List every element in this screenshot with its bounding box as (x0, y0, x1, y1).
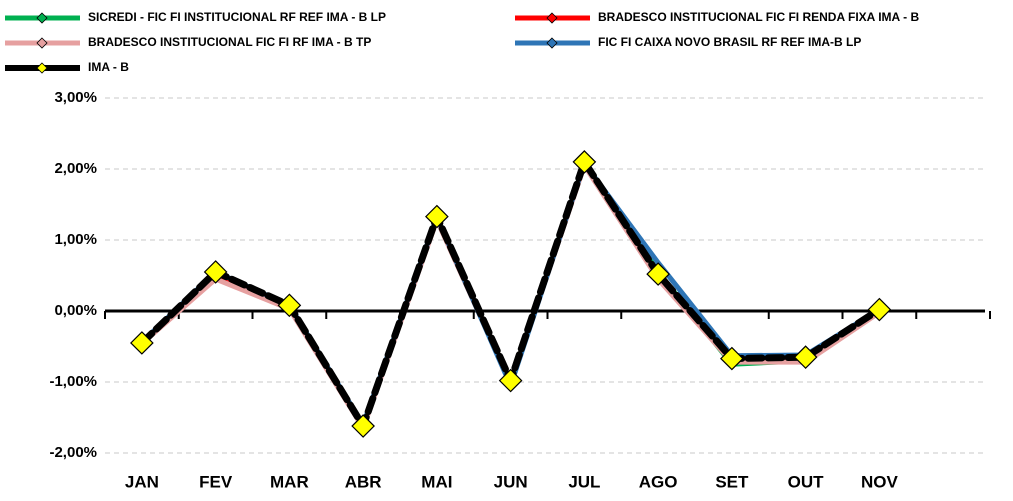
y-tick-label: 2,00% (54, 160, 97, 177)
point-marker (572, 150, 597, 174)
x-tick-label: JUL (568, 472, 600, 491)
legend-label: BRADESCO INSTITUCIONAL FIC FI RENDA FIXA… (598, 10, 919, 24)
legend-marker (546, 37, 558, 49)
legend-marker (36, 62, 48, 74)
legend-marker (546, 12, 558, 24)
point-marker (646, 262, 670, 286)
point-marker (793, 345, 818, 369)
y-tick-label: -2,00% (49, 444, 97, 461)
y-tick-label: 3,00% (54, 89, 97, 106)
point-marker (203, 260, 228, 284)
point-marker (351, 414, 375, 438)
y-tick-label: 0,00% (54, 302, 97, 319)
x-tick-label: JAN (125, 472, 159, 491)
x-tick-label: FEV (199, 472, 233, 491)
legend-label: FIC FI CAIXA NOVO BRASIL RF REF IMA-B LP (598, 35, 861, 49)
x-tick-label: SET (715, 472, 749, 491)
point-marker (867, 297, 892, 322)
x-tick-label: ABR (345, 472, 382, 491)
legend-marker (36, 37, 48, 49)
legend-label: IMA - B (88, 60, 129, 74)
point-marker (130, 331, 154, 355)
x-tick-label: MAR (270, 472, 309, 491)
point-marker (720, 346, 744, 371)
legend-label: BRADESCO INSTITUCIONAL FIC FI RF IMA - B… (88, 35, 371, 49)
x-tick-label: MAI (421, 472, 452, 491)
x-tick-label: OUT (788, 472, 825, 491)
legend-label: SICREDI - FIC FI INSTITUCIONAL RF REF IM… (88, 10, 386, 24)
point-marker (498, 368, 523, 393)
point-marker (277, 293, 302, 318)
point-marker (425, 204, 449, 229)
legend-marker (36, 12, 48, 24)
y-tick-label: -1,00% (49, 373, 97, 390)
x-tick-label: JUN (494, 472, 528, 491)
x-tick-label: AGO (639, 472, 678, 491)
y-tick-label: 1,00% (54, 231, 97, 248)
x-tick-label: NOV (861, 472, 899, 491)
